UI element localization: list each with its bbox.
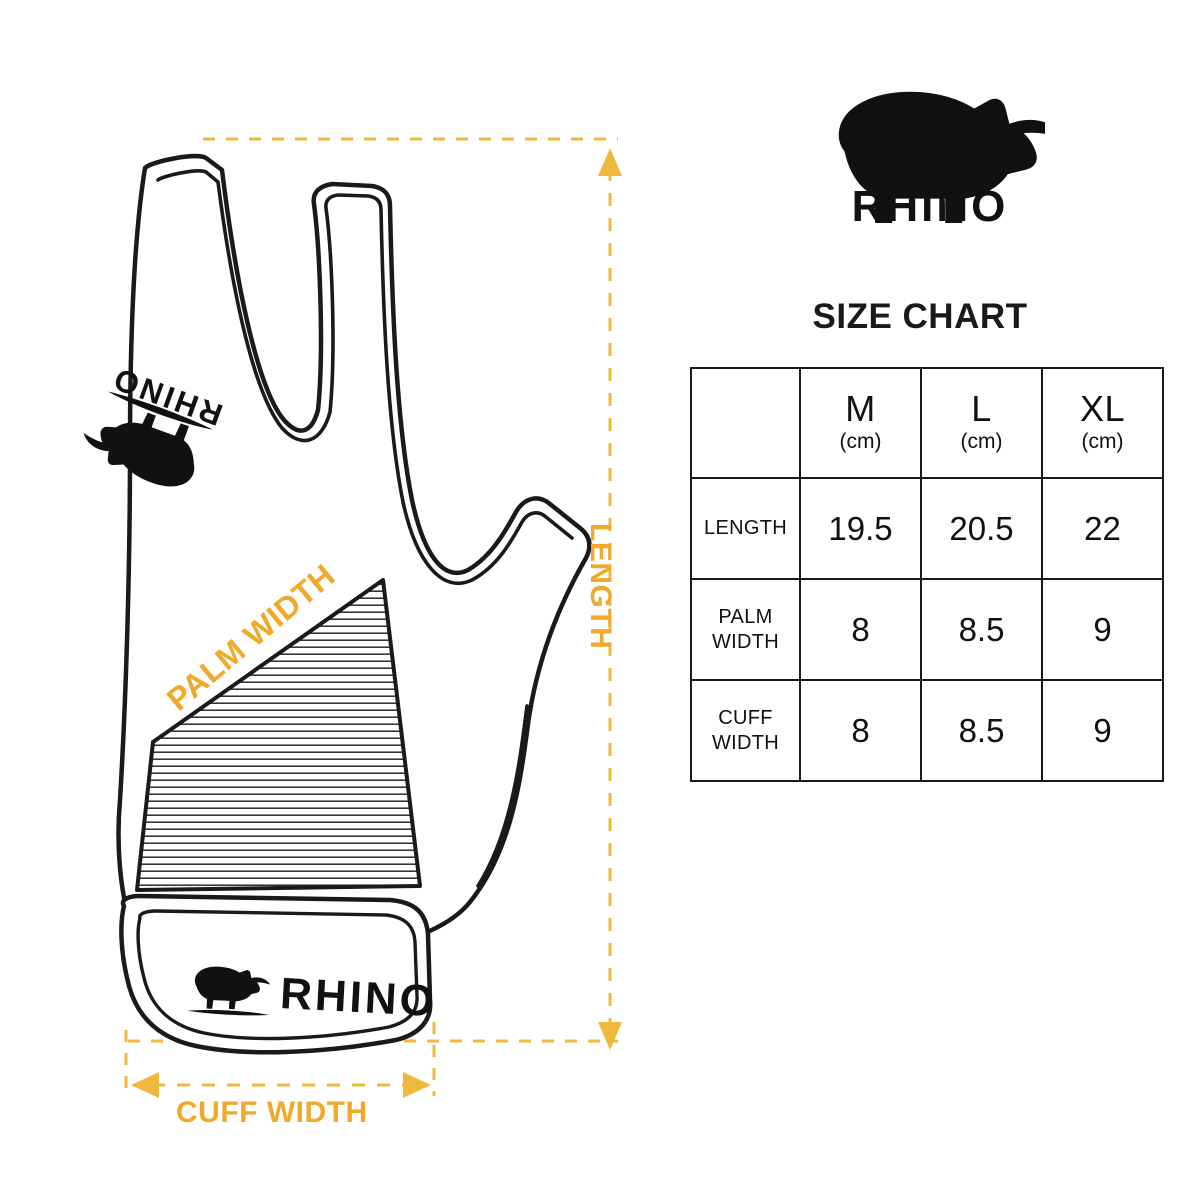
cuff-band (119, 893, 433, 1055)
size-unit-xl: (cm) (1081, 429, 1124, 453)
size-table-head: M (cm) L (cm) XL (cm) (690, 367, 1164, 479)
rhino-wordmark: RHINO (851, 182, 1009, 231)
cuff-width-dimension-arrow (131, 1072, 431, 1098)
cuff-arrow-head-right (403, 1072, 431, 1098)
size-label-m: M (845, 387, 876, 429)
table-row: CUFF WIDTH 8 8.5 9 (690, 679, 1164, 782)
length-arrow-head-bottom (598, 1022, 622, 1050)
cuff-outer-path (119, 893, 433, 1055)
cell-length-m: 19.5 (799, 477, 922, 580)
rhino-body-shape (100, 412, 195, 487)
cuff-rhino-wordmark: RHINO (279, 969, 438, 1026)
rhino-silhouette-icon (838, 91, 1037, 223)
glove-inner-seam (156, 169, 574, 586)
thumb-seam (476, 704, 529, 888)
row-header-line: PALM (718, 605, 773, 628)
size-chart-pane: RHINO SIZE CHART M (cm) L (cm) X (680, 0, 1200, 1200)
cell-cuff-width-m: 8 (799, 679, 922, 782)
cuff-rhino-ground-line (187, 1009, 270, 1016)
table-corner-cell (690, 367, 801, 479)
table-row: PALM WIDTH 8 8.5 9 (690, 578, 1164, 681)
palm-pad-hatched-area (135, 578, 422, 892)
glove-technical-drawing: RHINO RHINO (83, 137, 622, 1098)
size-label-xl: XL (1079, 387, 1126, 429)
length-measurement-label: LENGTH (584, 523, 617, 650)
cell-cuff-width-xl: 9 (1041, 679, 1164, 782)
row-header-palm-width: PALM WIDTH (690, 578, 801, 681)
row-header-line: WIDTH (711, 731, 780, 754)
size-unit-m: (cm) (839, 429, 882, 453)
length-arrow-head-top (598, 148, 622, 176)
size-chart-table: M (cm) L (cm) XL (cm) LENGTH (690, 367, 1164, 782)
size-label-l: L (971, 387, 992, 429)
rhino-horn-icon (1009, 120, 1045, 136)
row-header-length: LENGTH (690, 477, 801, 580)
size-chart-title: SIZE CHART (812, 297, 1028, 336)
cell-cuff-width-l: 8.5 (920, 679, 1043, 782)
column-header-m: M (cm) (799, 367, 922, 479)
row-header-cuff-width: CUFF WIDTH (690, 679, 801, 782)
size-table-header-row: M (cm) L (cm) XL (cm) (690, 367, 1164, 479)
rhino-ground-line (107, 391, 213, 430)
cuff-inner-path (136, 909, 419, 1041)
rhino-horn-shape (83, 432, 110, 452)
column-header-l: L (cm) (920, 367, 1043, 479)
cell-length-l: 20.5 (920, 477, 1043, 580)
dimension-guides (124, 137, 618, 1096)
cuff-rhino-logo: RHINO (187, 966, 438, 1026)
cell-palm-width-l: 8.5 (920, 578, 1043, 681)
table-row: LENGTH 19.5 20.5 22 (690, 477, 1164, 580)
cuff-arrow-head-left (131, 1072, 159, 1098)
cell-palm-width-m: 8 (799, 578, 922, 681)
cuff-rhino-body-shape (194, 966, 260, 1010)
row-header-line: WIDTH (711, 630, 780, 653)
cell-palm-width-xl: 9 (1041, 578, 1164, 681)
row-header-line: LENGTH (704, 517, 787, 539)
cell-length-xl: 22 (1041, 477, 1164, 580)
column-header-xl: XL (cm) (1041, 367, 1164, 479)
size-unit-l: (cm) (960, 429, 1003, 453)
length-dimension-arrow (598, 148, 622, 1050)
palm-pad-path (135, 578, 422, 892)
size-table-body: LENGTH 19.5 20.5 22 PALM WIDTH 8 8.5 9 (690, 477, 1164, 782)
glove-diagram-pane: RHINO RHINO LENGTH PALM WIDTH CUFF WIDTH (83, 137, 622, 1129)
cuff-rhino-horn-shape (251, 977, 271, 985)
rhino-logo-graphic (838, 91, 1045, 223)
cuff-width-measurement-label: CUFF WIDTH (176, 1096, 368, 1129)
row-header-line: CUFF (718, 706, 773, 729)
rhino-brand-logo: RHINO (815, 78, 1045, 231)
